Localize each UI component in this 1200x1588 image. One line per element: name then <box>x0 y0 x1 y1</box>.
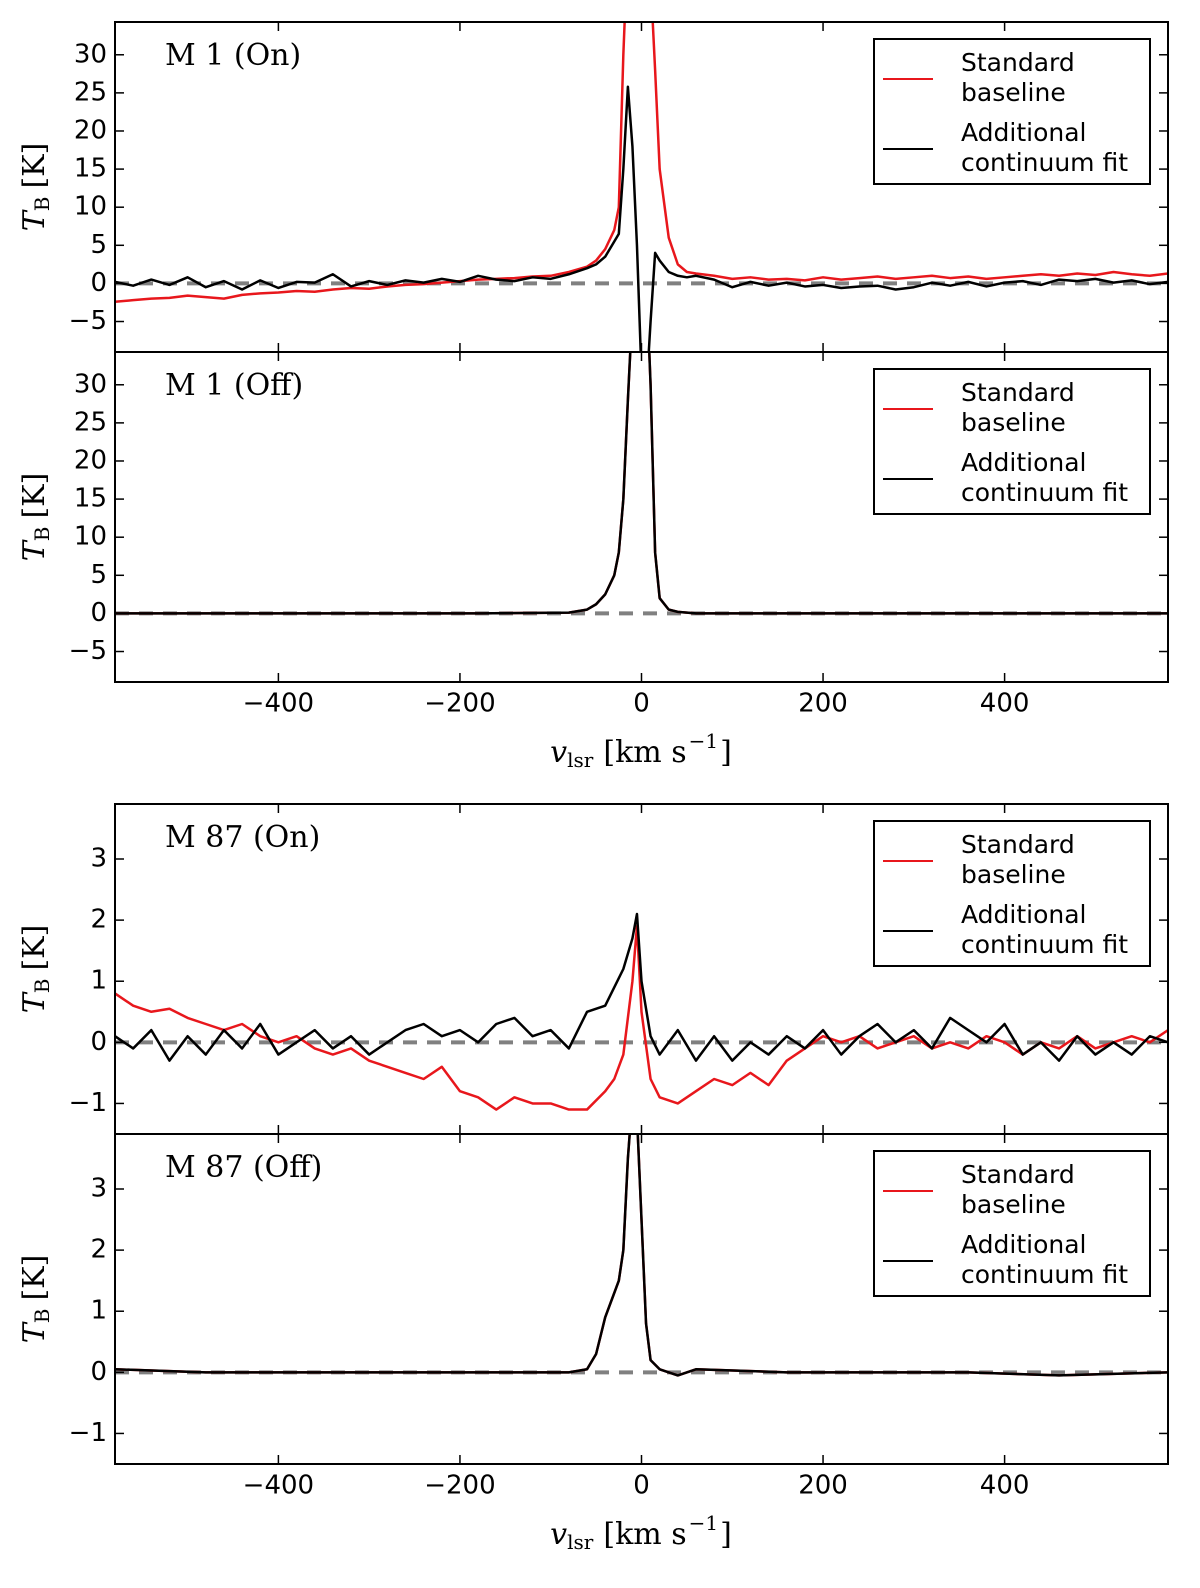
x-tick-label: −200 <box>424 689 495 719</box>
y-axis-label: TB [K] <box>17 473 54 562</box>
x-tick-label: 400 <box>980 1471 1030 1501</box>
y-tick-label: 30 <box>74 369 107 399</box>
y-label-symbol: T <box>17 539 52 561</box>
x-label-unit: [km s <box>603 735 686 770</box>
y-tick-label: 15 <box>74 154 107 184</box>
legend-swatch <box>883 478 933 480</box>
y-label-subscript: B <box>30 1309 54 1324</box>
y-label-subscript: B <box>30 979 54 994</box>
y-tick-label: 0 <box>90 1027 107 1057</box>
legend: Standard baseline Additional continuum fi… <box>873 38 1151 185</box>
panel-title: M 1 (Off) <box>165 368 303 403</box>
x-tick-label: −400 <box>243 689 314 719</box>
y-tick-label: 3 <box>90 1174 107 1204</box>
legend: Standard baseline Additional continuum fi… <box>873 820 1151 967</box>
legend: Standard baseline Additional continuum fi… <box>873 368 1151 515</box>
y-tick-label: 3 <box>90 844 107 874</box>
y-tick-label: −5 <box>69 306 107 336</box>
legend-swatch <box>883 408 933 410</box>
y-label-symbol: T <box>17 991 52 1013</box>
x-label-exponent: −1 <box>689 1511 718 1535</box>
x-tick-label: 200 <box>798 689 848 719</box>
y-label-symbol: T <box>17 1321 52 1343</box>
y-tick-label: 1 <box>90 966 107 996</box>
x-label-symbol: v <box>550 1517 567 1552</box>
plot-area <box>115 352 1168 616</box>
y-label-symbol: T <box>17 209 52 231</box>
legend-label: Additional continuum fit <box>961 1230 1129 1289</box>
y-tick-label: 0 <box>90 598 107 628</box>
legend-swatch <box>883 148 933 150</box>
y-tick-label: 2 <box>90 905 107 935</box>
y-tick-label: 0 <box>90 268 107 298</box>
y-tick-label: 15 <box>74 484 107 514</box>
x-label-subscript: lsr <box>567 748 594 772</box>
x-tick-label: −400 <box>243 1471 314 1501</box>
x-tick-label: 200 <box>798 1471 848 1501</box>
y-label-unit: [K] <box>17 1255 52 1301</box>
x-label-subscript: lsr <box>567 1530 594 1554</box>
y-tick-label: 20 <box>74 115 107 145</box>
legend: Standard baseline Additional continuum fi… <box>873 1150 1151 1297</box>
plot-area <box>115 912 1168 1111</box>
y-label-subscript: B <box>30 527 54 542</box>
y-label-unit: [K] <box>17 143 52 189</box>
series-line <box>115 1134 1168 1377</box>
series-line <box>115 22 1168 303</box>
legend-swatch <box>883 1190 933 1192</box>
series-line <box>115 85 1168 352</box>
x-label-close: ] <box>720 735 732 770</box>
y-tick-label: 0 <box>90 1357 107 1387</box>
y-axis-label: TB [K] <box>17 143 54 232</box>
legend-label: Additional continuum fit <box>961 900 1129 959</box>
plot-area <box>115 1134 1168 1377</box>
y-tick-label: 2 <box>90 1235 107 1265</box>
legend-label: Standard baseline <box>961 48 1075 107</box>
panel-title: M 87 (On) <box>165 820 320 855</box>
x-label-symbol: v <box>550 735 567 770</box>
x-axis-label: vlsr [km s −1] <box>550 1511 732 1554</box>
plot-area <box>115 22 1168 352</box>
panel-title: M 1 (On) <box>165 38 301 73</box>
panel-title: M 87 (Off) <box>165 1150 322 1185</box>
series-line <box>115 912 1168 1062</box>
y-axis-label: TB [K] <box>17 925 54 1014</box>
y-label-subscript: B <box>30 197 54 212</box>
legend-label: Standard baseline <box>961 830 1075 889</box>
y-tick-label: −1 <box>69 1418 107 1448</box>
x-tick-label: −200 <box>424 1471 495 1501</box>
x-tick-label: 400 <box>980 689 1030 719</box>
x-tick-label: 0 <box>633 1471 650 1501</box>
y-tick-label: −1 <box>69 1088 107 1118</box>
y-tick-label: −5 <box>69 636 107 666</box>
y-tick-label: 10 <box>74 192 107 222</box>
y-tick-label: 1 <box>90 1296 107 1326</box>
y-tick-label: 25 <box>74 407 107 437</box>
y-tick-label: 5 <box>90 560 107 590</box>
x-label-close: ] <box>720 1517 732 1552</box>
legend-label: Additional continuum fit <box>961 448 1129 507</box>
y-tick-label: 25 <box>74 77 107 107</box>
y-label-unit: [K] <box>17 925 52 971</box>
x-label-exponent: −1 <box>689 729 718 753</box>
y-tick-label: 20 <box>74 445 107 475</box>
legend-label: Standard baseline <box>961 378 1075 437</box>
series-line <box>115 352 1168 615</box>
legend-swatch <box>883 1260 933 1262</box>
legend-swatch <box>883 930 933 932</box>
legend-swatch <box>883 78 933 80</box>
legend-label: Additional continuum fit <box>961 118 1129 177</box>
y-axis-label: TB [K] <box>17 1255 54 1344</box>
legend-swatch <box>883 860 933 862</box>
y-tick-label: 10 <box>74 522 107 552</box>
legend-label: Standard baseline <box>961 1160 1075 1219</box>
y-tick-label: 5 <box>90 230 107 260</box>
y-tick-label: 30 <box>74 39 107 69</box>
y-label-unit: [K] <box>17 473 52 519</box>
x-axis-label: vlsr [km s −1] <box>550 729 732 772</box>
x-tick-label: 0 <box>633 689 650 719</box>
x-label-unit: [km s <box>603 1517 686 1552</box>
